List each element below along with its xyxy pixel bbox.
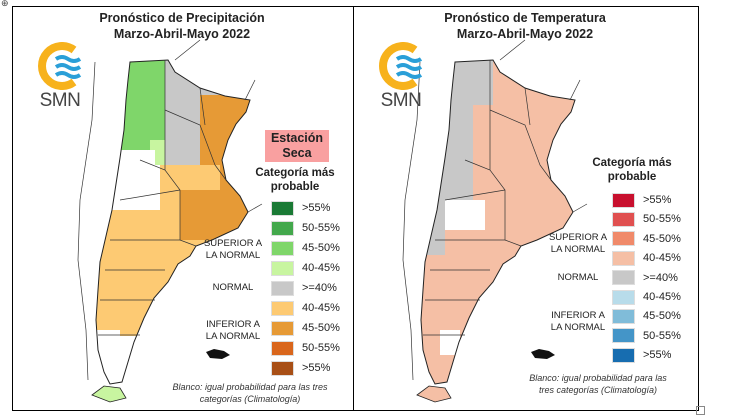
legend-swatch [271,280,294,296]
footer-note: Blanco: igual probabilidad para las tres… [529,373,667,395]
dry-season-badge: Estación Seca [265,130,329,162]
precipitation-title: Pronóstico de Precipitación Marzo-Abril-… [12,10,352,42]
legend-swatch [271,320,294,336]
group-above-label: SUPERIOR A LA NORMAL [203,238,263,261]
legend-swatch [612,250,635,266]
smn-logo-icon [38,42,82,90]
legend-title: Categoría más probable [255,167,335,193]
logo-text: SMN [380,90,422,111]
legend-label: 45-50% [643,232,681,245]
temperature-title: Pronóstico de Temperatura Marzo-Abril-Ma… [353,10,697,42]
legend-item: 45-50% [271,240,340,256]
legend-item: 40-45% [612,250,681,266]
logo-text: SMN [39,90,81,111]
legend-item: 50-55% [271,220,340,236]
group-below-label: INFERIOR A LA NORMAL [550,310,606,333]
legend-label: 45-50% [643,310,681,323]
legend-swatch [271,220,294,236]
legend-swatch [612,328,635,344]
title-line-2: Marzo-Abril-Mayo 2022 [113,27,251,41]
legend-label: 50-55% [302,222,340,234]
legend-item: 50-55% [612,328,681,344]
legend-swatch [271,300,294,316]
legend-label: >55% [302,202,331,214]
legend-label: >55% [302,362,331,374]
legend-item: >55% [271,200,330,216]
legend-label: 50-55% [643,213,681,226]
legend-label: 40-45% [643,252,681,265]
legend-item: 45-50% [612,308,681,324]
legend-swatch [612,231,635,247]
legend-label: >=40% [302,282,337,294]
legend-item: >55% [612,192,671,208]
legend-label: 40-45% [302,302,340,314]
legend-item: 45-50% [271,320,340,336]
legend-title: Categoría más probable [592,157,672,183]
smn-logo: SMN [34,42,84,114]
legend-swatch [271,200,294,216]
legend-swatch [612,347,635,363]
smn-logo: SMN [375,42,425,114]
legend-item: 40-45% [271,260,340,276]
title-line-1: Pronóstico de Precipitación [99,11,265,25]
legend-item: 40-45% [612,289,681,305]
legend-swatch [612,270,635,286]
legend-swatch [271,240,294,256]
legend-item: >=40% [271,280,337,296]
legend-label: 50-55% [643,329,681,342]
group-above-label: SUPERIOR A LA NORMAL [548,232,608,255]
legend-item: >=40% [612,270,678,286]
legend-swatch [612,308,635,324]
legend-item: 50-55% [271,340,340,356]
legend-label: >55% [643,194,672,206]
legend-item: >55% [612,347,671,363]
legend-swatch [271,360,294,376]
footer-note: Blanco: igual probabilidad para las tres… [172,382,328,404]
precipitation-overlay: Pronóstico de Precipitación Marzo-Abril-… [12,6,352,409]
legend-swatch [612,211,635,227]
legend-swatch [612,192,635,208]
temperature-overlay: Pronóstico de Temperatura Marzo-Abril-Ma… [353,6,697,409]
legend-label: 40-45% [643,291,681,303]
legend-item: 50-55% [612,211,681,227]
title-line-2: Marzo-Abril-Mayo 2022 [456,27,594,41]
anchor-icon: ⊕ [1,0,9,8]
legend-label: 50-55% [302,342,340,354]
legend-swatch [612,289,635,305]
group-normal-label: NORMAL [557,272,599,283]
legend-item: 45-50% [612,231,681,247]
group-normal-label: NORMAL [212,282,254,293]
group-below-label: INFERIOR A LA NORMAL [205,319,261,342]
legend-item: 40-45% [271,300,340,316]
smn-logo-icon [379,42,423,90]
legend-label: 45-50% [302,242,340,254]
legend-label: 40-45% [302,262,340,274]
title-line-1: Pronóstico de Temperatura [444,11,606,25]
legend-label: 45-50% [302,322,340,334]
legend-label: >=40% [643,271,678,284]
legend-swatch [271,340,294,356]
resize-handle[interactable] [696,406,705,415]
legend-swatch [271,260,294,276]
legend-label: >55% [643,349,672,362]
legend-item: >55% [271,360,330,376]
